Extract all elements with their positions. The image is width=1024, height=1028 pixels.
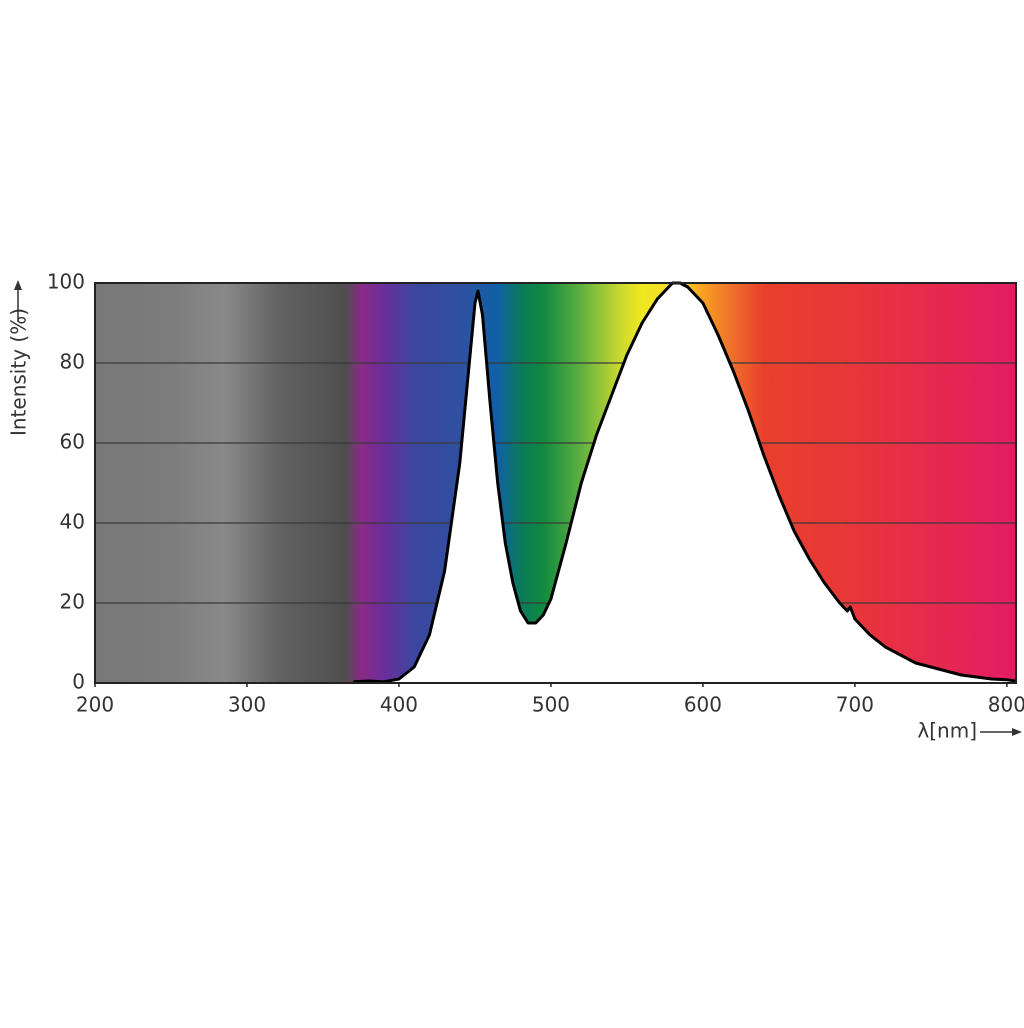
line <box>353 281 1017 684</box>
x-tick-label: 700 <box>836 693 874 717</box>
y-tick-label: 40 <box>60 510 85 534</box>
x-tick-label: 500 <box>532 693 570 717</box>
y-tick-label: 100 <box>47 270 85 294</box>
y-arrow <box>14 280 22 322</box>
y-tick-label: 0 <box>72 670 85 694</box>
plot-frame <box>94 282 1017 684</box>
x-tick-label: 400 <box>380 693 418 717</box>
x-tick-label: 800 <box>988 693 1024 717</box>
y-tick-label: 60 <box>60 430 85 454</box>
y-axis-label: Intensity (%) <box>7 308 31 436</box>
y-tick-label: 80 <box>60 350 85 374</box>
x-tick-label: 600 <box>684 693 722 717</box>
y-tick-label: 20 <box>60 590 85 614</box>
x-axis-label: λ[nm] <box>917 719 977 743</box>
x-arrow <box>980 728 1022 736</box>
x-tick-label: 200 <box>76 693 114 717</box>
area <box>353 283 1016 683</box>
x-tick-label: 300 <box>228 693 266 717</box>
